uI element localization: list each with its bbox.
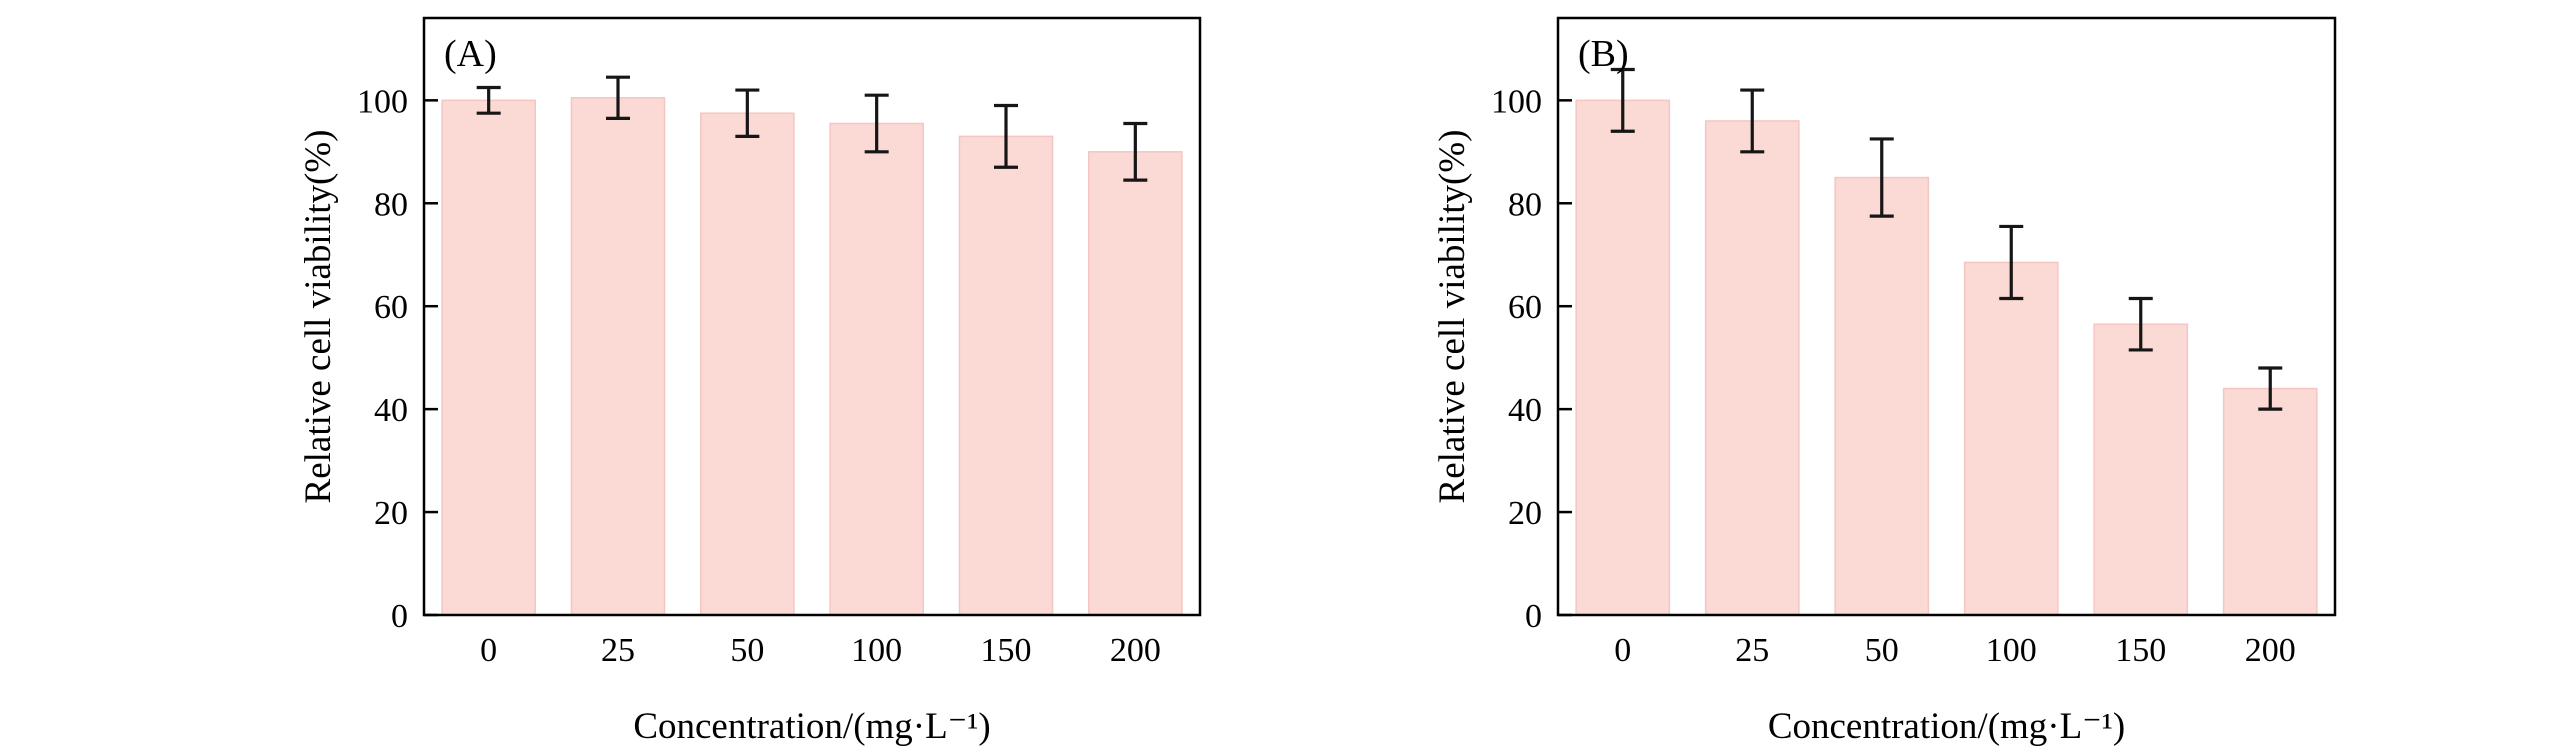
bar	[1088, 151, 1183, 616]
y-tick-label: 80	[374, 186, 408, 223]
bar	[829, 122, 924, 616]
error-bar	[2258, 366, 2283, 411]
y-axis-title: Relative cell viability(%)	[1432, 130, 1473, 504]
bar	[1704, 120, 1800, 616]
y-tick-label: 100	[357, 83, 408, 120]
bar	[1834, 176, 1930, 616]
bar	[1575, 99, 1671, 616]
error-bar	[1610, 67, 1635, 133]
error-bar	[864, 93, 889, 154]
x-tick-label: 50	[1865, 632, 1899, 669]
x-axis-title: Concentration/(mg·L⁻¹)	[1768, 706, 2125, 747]
y-tick-label: 0	[391, 598, 408, 635]
x-tick-label: 200	[1110, 632, 1161, 669]
bar	[441, 99, 536, 616]
error-bar	[1740, 88, 1765, 154]
plot-frame	[1556, 16, 2337, 617]
bar	[1963, 261, 2059, 616]
x-tick-label: 25	[1735, 632, 1769, 669]
y-tick-label: 20	[1508, 495, 1542, 532]
error-bar	[1999, 224, 2024, 301]
x-axis-title: Concentration/(mg·L⁻¹)	[633, 706, 990, 747]
error-bar	[606, 75, 630, 120]
y-tick-label: 80	[1508, 186, 1542, 223]
y-tick-label: 60	[374, 289, 408, 326]
bar	[2222, 387, 2318, 616]
y-tick-label: 60	[1508, 289, 1542, 326]
bar-chart: 0 20 40 60 80 100 0 25 50 100 150 200 (A) Relative ce…	[298, 16, 1202, 747]
x-tick-label: 200	[2245, 632, 2296, 669]
y-tick-label: 40	[374, 392, 408, 429]
plot-frame	[422, 16, 1202, 617]
x-tick-label: 150	[2115, 632, 2166, 669]
bar	[700, 112, 795, 616]
x-tick-label: 100	[1986, 632, 2037, 669]
bar	[570, 97, 666, 616]
error-bar	[735, 88, 760, 138]
chart-panel-a: 0 20 40 60 80 100 0 25 50 100 150 200 (A) Relative ce…	[0, 0, 1283, 756]
bar-chart: 0 20 40 60 80 100 0 25 50 100 150 200 (B) Relative ce…	[1432, 16, 2337, 747]
error-bar	[994, 103, 1018, 169]
x-tick-label: 50	[730, 632, 764, 669]
panel-label: (B)	[1578, 33, 1629, 75]
error-bar	[2128, 296, 2153, 352]
y-tick-label: 20	[374, 495, 408, 532]
y-axis-title: Relative cell viability(%)	[298, 130, 339, 504]
bar	[958, 135, 1054, 616]
x-tick-label: 150	[981, 632, 1032, 669]
x-tick-label: 100	[851, 632, 902, 669]
y-tick-label: 40	[1508, 392, 1542, 429]
x-tick-label: 25	[601, 632, 635, 669]
bar	[2093, 323, 2189, 616]
error-bar	[476, 85, 501, 115]
error-bar	[1869, 137, 1894, 218]
y-tick-label: 0	[1525, 598, 1542, 635]
chart-panel-b: 0 20 40 60 80 100 0 25 50 100 150 200 (B) Relative ce…	[1283, 0, 2567, 756]
error-bar	[1123, 121, 1148, 182]
x-tick-label: 0	[1614, 632, 1631, 669]
y-tick-label: 100	[1491, 83, 1542, 120]
panel-label: (A)	[444, 33, 497, 75]
x-tick-label: 0	[480, 632, 497, 669]
